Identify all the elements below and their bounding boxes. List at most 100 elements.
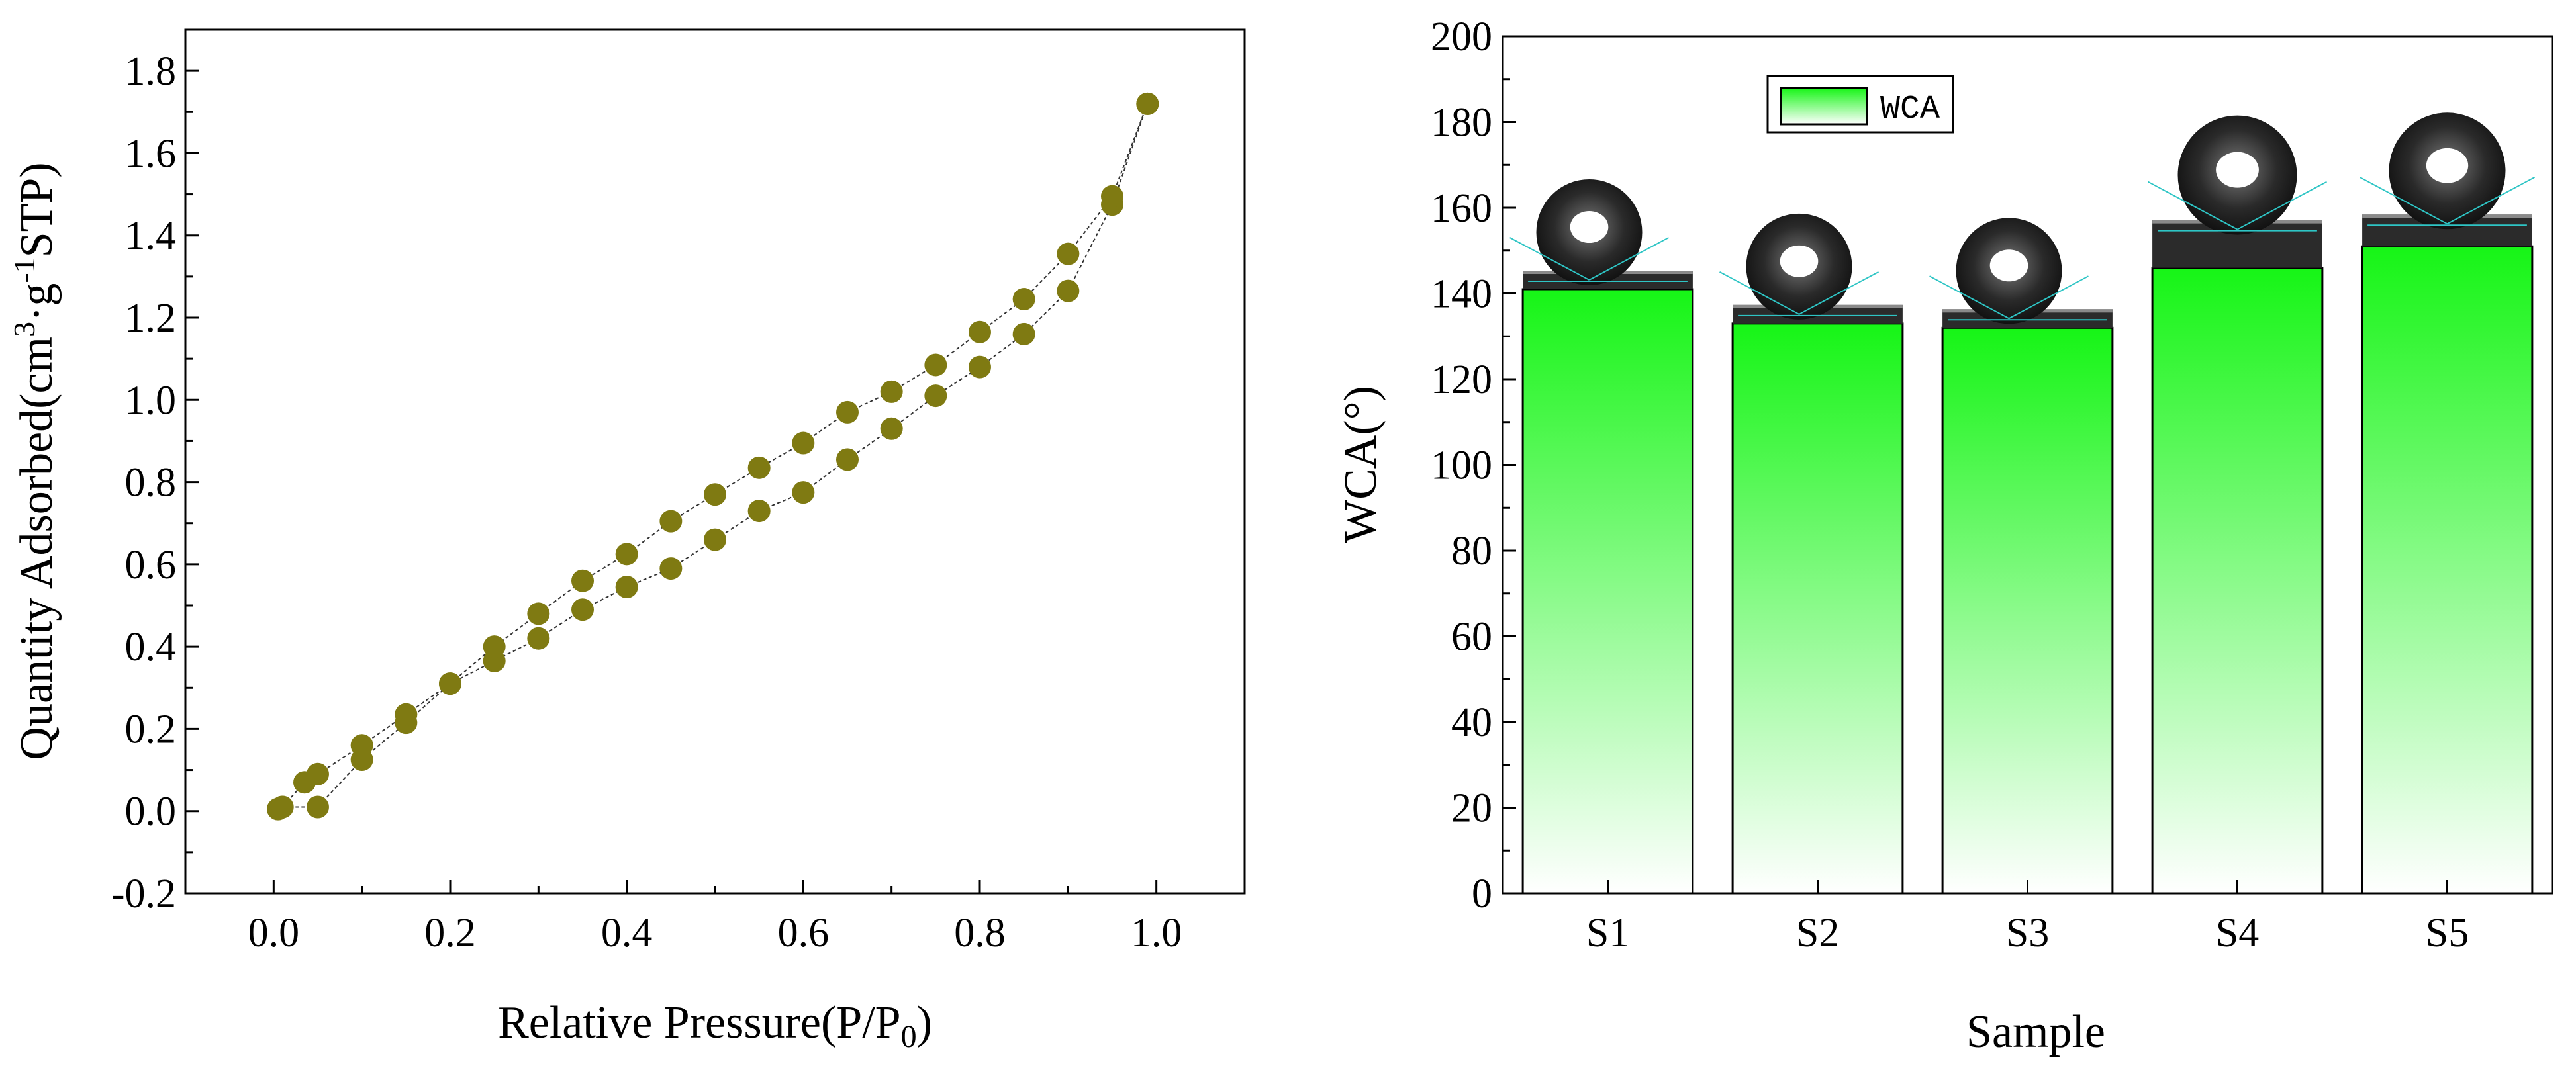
legend: WCA <box>1766 75 1954 134</box>
adsorption-point <box>880 417 903 440</box>
left-y-tick-label: 1.8 <box>125 49 177 94</box>
bar-S2 <box>1731 322 1904 895</box>
left-y-tick-label: 0.4 <box>125 625 177 670</box>
left-y-tick-label: 1.6 <box>125 131 177 176</box>
left-y-tick-label: 1.2 <box>125 296 177 341</box>
left-y-tick-label: 0.0 <box>125 789 177 834</box>
isotherm-points <box>267 92 1159 821</box>
desorption-line <box>281 103 1149 808</box>
left-x-tick-label: 1.0 <box>1131 911 1182 956</box>
right-x-axis-title: Sample <box>1966 1007 2105 1057</box>
right-y-tick-label: 40 <box>1451 700 1492 745</box>
right-y-tick-label: 100 <box>1431 443 1492 488</box>
droplet-photo-S3 <box>1929 218 2113 328</box>
desorption-point <box>439 672 461 695</box>
desorption-point <box>615 543 638 566</box>
adsorption-point <box>924 384 947 408</box>
desorption-point <box>527 602 550 625</box>
adsorption-point <box>969 355 991 379</box>
contact-tangent-line <box>2447 176 2535 225</box>
left-y-axis-title: Quantity Adsorbed(cm3·g-1STP) <box>7 162 62 760</box>
left-y-tick-label: 0.6 <box>125 543 177 588</box>
adsorption-point <box>307 795 329 819</box>
desorption-point <box>924 353 947 377</box>
right-y-tick-label: 160 <box>1431 186 1492 231</box>
left-x-tick-label: 0.8 <box>954 911 1006 956</box>
desorption-point <box>1012 288 1035 311</box>
contact-tangent-line <box>2148 181 2238 230</box>
left-plot-frame <box>184 28 1246 895</box>
droplet-photo-S1 <box>1509 179 1693 290</box>
desorption-point <box>483 635 506 658</box>
left-y-tick-label: 0.8 <box>125 461 177 506</box>
desorption-point <box>747 456 771 479</box>
isotherm-connecting-lines <box>277 103 1149 810</box>
adsorption-point <box>571 598 594 621</box>
right-y-axis-title: WCA(°) <box>1335 386 1386 543</box>
right-y-tick-label: 20 <box>1451 786 1492 831</box>
droplet-highlight <box>1570 211 1609 244</box>
left-y-tick-label: 1.0 <box>125 378 177 423</box>
adsorption-point <box>527 627 550 650</box>
contact-tangent-line <box>2237 181 2327 230</box>
bar-S1 <box>1521 288 1694 895</box>
adsorption-point <box>1012 322 1035 345</box>
desorption-point <box>880 380 903 403</box>
droplet-highlight <box>1780 245 1819 277</box>
right-y-tick-label: 200 <box>1431 15 1492 60</box>
left-x-tick-label: 0.6 <box>778 911 830 956</box>
wca-bars <box>1521 245 2534 895</box>
category-label-S5: S5 <box>2426 911 2469 956</box>
desorption-point <box>350 734 373 757</box>
adsorption-point <box>792 481 815 504</box>
left-y-tick-label: -0.2 <box>111 872 176 917</box>
adsorption-line <box>277 103 1149 810</box>
desorption-point <box>792 431 815 455</box>
desorption-point <box>395 703 418 726</box>
right-ticks: 0 20 40 60 80 100 120 140 160 180 200 S1 S2 S3 S4 S5 <box>1431 15 2469 956</box>
desorption-point <box>704 483 726 506</box>
droplet-highlight <box>2216 152 2259 188</box>
desorption-point <box>1101 185 1123 208</box>
right-y-tick-label: 60 <box>1451 615 1492 660</box>
legend-swatch <box>1780 87 1868 126</box>
contact-tangent-line <box>1929 275 2009 320</box>
right-y-tick-label: 180 <box>1431 101 1492 146</box>
adsorption-point <box>704 528 726 551</box>
droplet-photo-S4 <box>2148 115 2327 268</box>
contact-tangent-line <box>2009 275 2089 320</box>
left-x-tick-label: 0.4 <box>601 911 653 956</box>
category-label-S2: S2 <box>1796 911 1839 956</box>
left-ticks: 0.0 0.2 0.4 0.6 0.8 1.0 -0.2 0.0 0.2 0.4 0.6 0.8 1.0… <box>111 28 1246 956</box>
droplet-highlight <box>2426 148 2469 183</box>
left-x-tick-label: 0.0 <box>248 911 300 956</box>
desorption-point <box>271 795 294 819</box>
contact-tangent-line <box>1719 271 1799 315</box>
adsorption-point <box>747 500 771 523</box>
desorption-point <box>293 771 316 794</box>
desorption-point <box>571 569 594 592</box>
contact-tangent-line <box>1589 237 1669 281</box>
right-y-tick-label: 140 <box>1431 272 1492 317</box>
legend-label: WCA <box>1880 91 1940 128</box>
desorption-point <box>836 400 859 424</box>
desorption-point <box>1057 242 1080 265</box>
droplet-highlight <box>1989 249 2028 282</box>
adsorption-point <box>659 557 683 580</box>
contact-tangent-line <box>2360 176 2448 225</box>
left-x-axis-title: Relative Pressure(P/P0) <box>498 997 932 1054</box>
droplet-images <box>1509 112 2535 328</box>
contact-tangent-line <box>1799 271 1879 315</box>
desorption-point <box>1136 92 1159 115</box>
isotherm-chart: 0.0 0.2 0.4 0.6 0.8 1.0 -0.2 0.0 0.2 0.4 0.6 0.8 1.0… <box>7 28 1246 1054</box>
category-label-S3: S3 <box>2006 911 2049 956</box>
left-y-tick-label: 0.2 <box>125 707 177 752</box>
adsorption-point <box>1057 279 1080 302</box>
adsorption-point <box>836 448 859 471</box>
droplet-photo-S5 <box>2360 112 2535 247</box>
bar-S3 <box>1941 326 2114 895</box>
left-y-tick-label: 1.4 <box>125 214 177 259</box>
category-label-S4: S4 <box>2216 911 2259 956</box>
bar-S5 <box>2361 245 2534 895</box>
